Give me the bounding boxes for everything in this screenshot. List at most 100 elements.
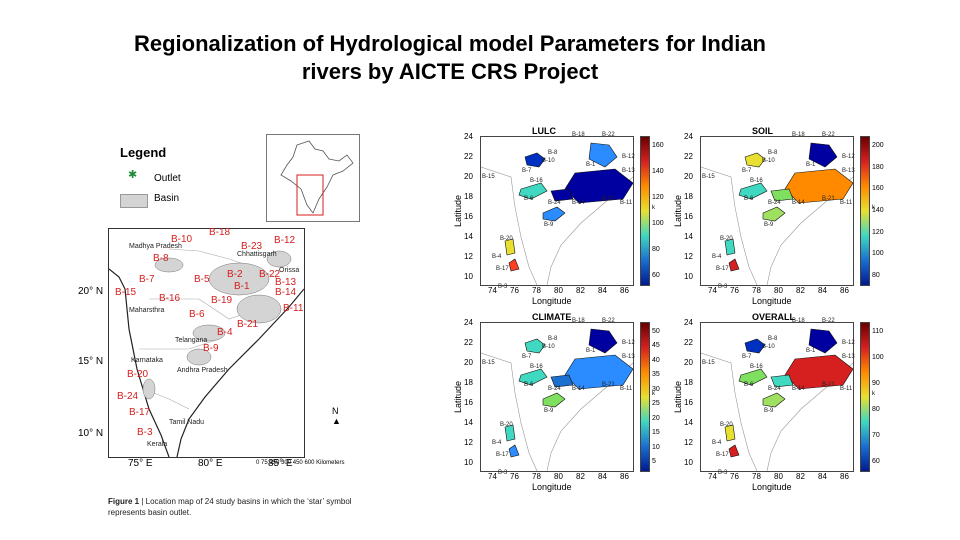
panel-basin-label: B-13: [842, 168, 855, 174]
panel-basin-label: B-14: [572, 386, 585, 392]
colorbar-tick: 160: [872, 185, 884, 193]
y-tick: 24: [464, 132, 473, 141]
basin-label: B-12: [274, 235, 296, 246]
y-tick: 16: [464, 398, 473, 407]
y-tick: 20: [464, 172, 473, 181]
basin-shape: [588, 328, 618, 354]
colorbar-tick: 50: [652, 328, 660, 335]
panel-basin-label: B-15: [702, 360, 715, 366]
panel-basin-label: B-7: [522, 168, 532, 174]
panel-basin-label: B-20: [720, 422, 733, 428]
colorbar-tick: 10: [652, 443, 660, 451]
x-tick: 80: [554, 472, 563, 481]
basin-shape: [542, 392, 566, 408]
panel-basin-label: B-7: [522, 354, 532, 360]
choropleth-panel-soil: SOIL Latitude 24 22 20 18 16 14 12 10 74 76 78 80 82 84…: [672, 126, 884, 306]
y-tick: 10: [464, 272, 473, 281]
panel-basin-label: B-24: [548, 386, 561, 392]
panel-basin-label: B-12: [622, 154, 635, 160]
slide-title-line1: Regionalization of Hydrological model Pa…: [134, 31, 766, 56]
x-axis-label: Longitude: [752, 296, 792, 306]
basin-label: B-9: [203, 343, 219, 354]
panel-basin-label: B-3: [498, 284, 508, 290]
y-axis-label: Latitude: [673, 380, 684, 414]
basin-shape: [550, 188, 574, 202]
panel-basin-label: B-17: [716, 266, 729, 272]
colorbar-tick: 140: [872, 207, 884, 214]
basin-label: B-23: [241, 241, 263, 252]
colorbar-tick: 45: [652, 342, 660, 350]
y-tick: 24: [464, 318, 473, 327]
colorbar-tick: 60: [872, 458, 880, 465]
basin-label: B-17: [129, 407, 151, 418]
x-axis-label: Longitude: [532, 296, 572, 306]
legend-basin-label: Basin: [154, 193, 180, 204]
panel-basin-label: B-1: [806, 162, 816, 168]
basin-label: B-5: [194, 274, 210, 285]
y-tick: 16: [464, 212, 473, 221]
panel-basin-label: B-6: [744, 196, 754, 202]
lat-tick: 15° N: [78, 356, 104, 367]
location-map-figure: Legend ✱ Outlet Basin B-10 B-18: [78, 130, 373, 525]
map-legend: Legend ✱ Outlet Basin: [108, 130, 268, 220]
panel-basin-label: B-21: [602, 196, 615, 202]
panel-basin-label: B-22: [602, 132, 615, 138]
y-axis-label: Latitude: [453, 380, 464, 414]
basin-shape: [524, 152, 546, 168]
panel-basin-label: B-8: [548, 336, 558, 342]
basin-shape: [770, 374, 794, 388]
panel-basin-label: B-3: [498, 470, 508, 476]
y-tick: 22: [684, 152, 693, 161]
basin-label: B-4: [217, 327, 233, 338]
colorbar: [860, 136, 870, 286]
panel-basin-label: B-3: [718, 470, 728, 476]
slide-title: Regionalization of Hydrological model Pa…: [60, 30, 840, 86]
x-tick: 82: [796, 472, 805, 481]
basin-label: B-1: [234, 281, 250, 292]
panel-basin-label: B-11: [840, 386, 853, 392]
panel-basin-label: B-1: [806, 348, 816, 354]
panel-basin-label: B-20: [720, 236, 733, 242]
basin-label: B-24: [117, 391, 139, 402]
panel-basin-label: B-12: [842, 340, 855, 346]
colorbar-unit: k: [872, 391, 875, 397]
panel-basin-label: B-17: [496, 266, 509, 272]
x-tick: 82: [576, 286, 585, 295]
x-tick: 82: [796, 286, 805, 295]
india-inset-map: [266, 134, 360, 222]
colorbar-tick: 100: [872, 354, 884, 361]
basin-shape: [770, 188, 794, 202]
panel-basin-label: B-14: [792, 200, 805, 206]
lon-tick: 80° E: [198, 458, 223, 469]
panel-basin-label: B-21: [822, 196, 835, 202]
x-tick: 74: [708, 286, 717, 295]
panel-title: LULC: [532, 126, 556, 136]
region-label: Chhattisgarh: [237, 251, 277, 258]
colorbar-tick: 180: [872, 163, 884, 171]
y-tick: 20: [464, 358, 473, 367]
panel-basin-label: B-6: [524, 382, 534, 388]
panel-basin-label: B-15: [702, 174, 715, 180]
caption-text: Location map of 24 study basins in which…: [108, 497, 352, 517]
panel-basin-label: B-18: [572, 318, 585, 324]
panel-basin-label: B-24: [768, 200, 781, 206]
x-tick: 78: [532, 286, 541, 295]
basin-shape: [504, 424, 516, 442]
colorbar: [640, 322, 650, 472]
x-tick: 78: [752, 286, 761, 295]
basin-shape: [744, 152, 766, 168]
basin-label: B-13: [275, 277, 297, 288]
x-tick: 82: [576, 472, 585, 481]
basin-label: B-8: [153, 253, 169, 264]
panel-basin-label: B-14: [572, 200, 585, 206]
panel-basin-label: B-17: [496, 452, 509, 458]
panel-basin-label: B-10: [762, 158, 775, 164]
basin-shape: [808, 142, 838, 168]
y-tick: 12: [464, 252, 473, 261]
panel-basin-label: B-15: [482, 174, 495, 180]
x-tick: 86: [840, 472, 849, 481]
panel-map-frame: [480, 136, 634, 286]
figure-caption: Figure 1 | Location map of 24 study basi…: [108, 497, 352, 517]
panel-basin-label: B-12: [622, 340, 635, 346]
panel-basin-label: B-22: [822, 132, 835, 138]
